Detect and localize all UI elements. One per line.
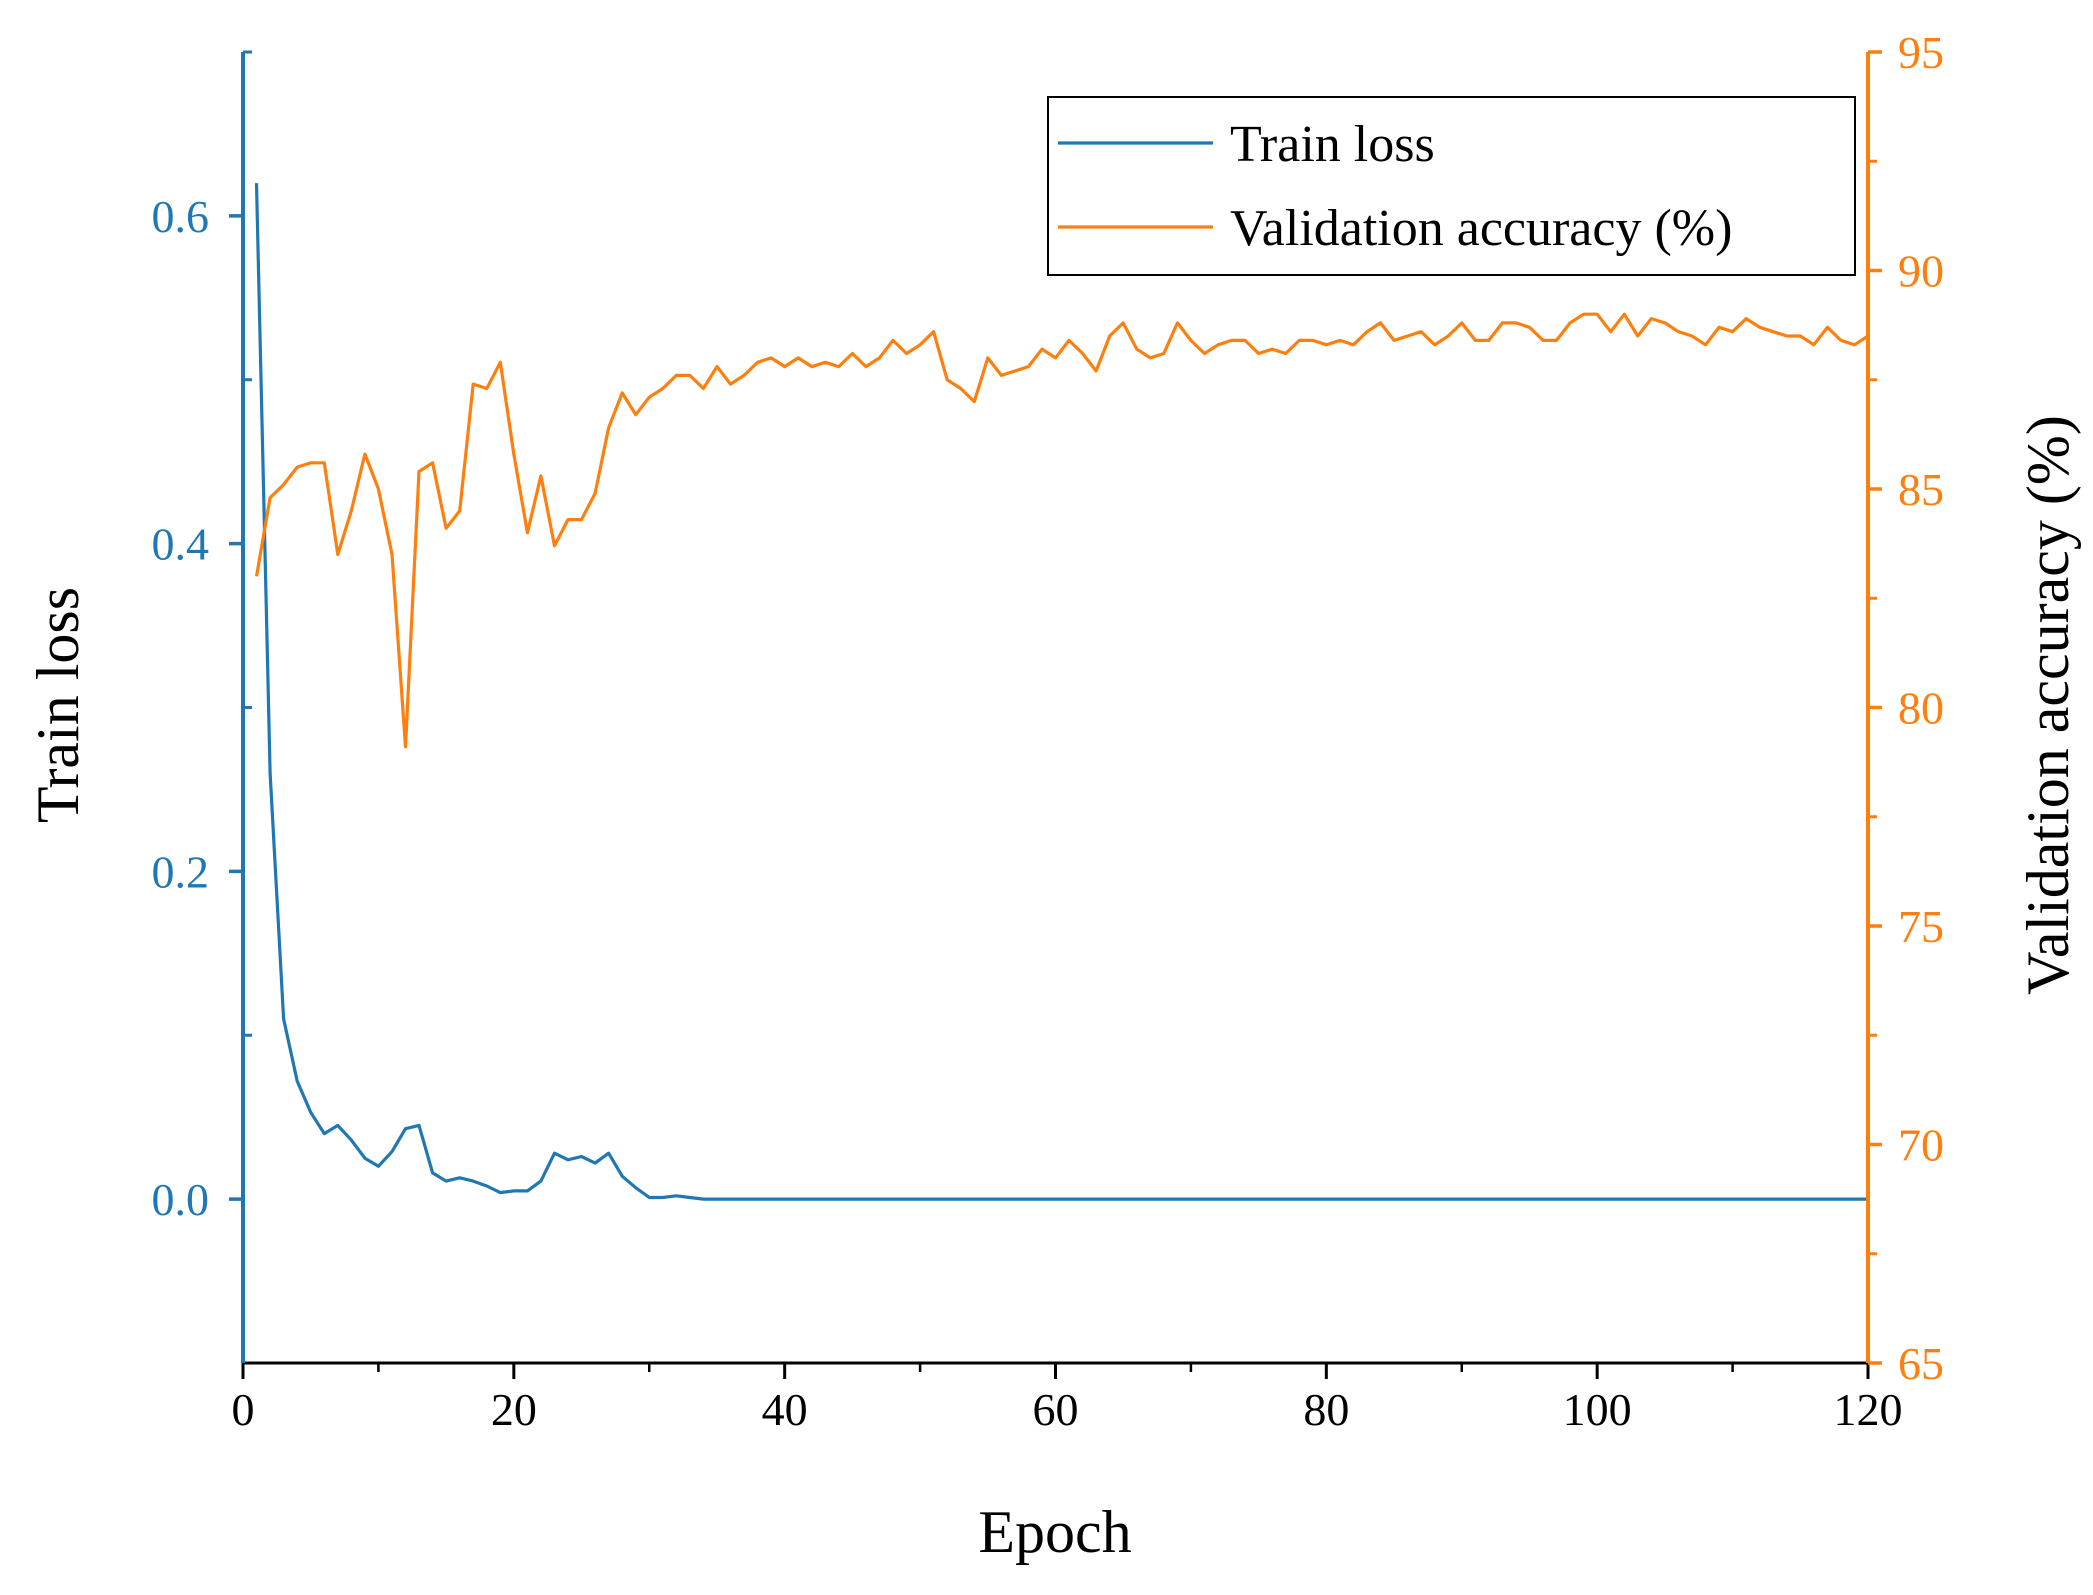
legend: Train loss Validation accuracy (%) <box>1047 96 1856 276</box>
left-tick-label: 0.0 <box>152 1174 210 1225</box>
right-axis-ticks: 65 70 75 80 85 90 95 <box>1868 27 1944 1389</box>
x-axis-ticks: 0 20 40 60 80 100 120 <box>232 1363 1903 1435</box>
legend-label-train-loss: Train loss <box>1230 116 1435 173</box>
left-axis-title: Train loss <box>25 587 91 823</box>
right-tick-label: 80 <box>1898 683 1944 734</box>
legend-label-validation-accuracy: Validation accuracy (%) <box>1230 200 1732 257</box>
x-tick-label: 20 <box>491 1384 537 1435</box>
right-tick-label: 85 <box>1898 464 1944 515</box>
x-tick-label: 40 <box>762 1384 808 1435</box>
right-tick-label: 95 <box>1898 27 1944 78</box>
x-tick-label: 0 <box>232 1384 255 1435</box>
validation-accuracy-line <box>254 312 1869 749</box>
train-loss-line <box>254 183 1868 1201</box>
left-axis-ticks: 0.0 0.2 0.4 0.6 <box>152 50 252 1365</box>
right-tick-label: 70 <box>1898 1120 1944 1171</box>
x-tick-label: 120 <box>1834 1384 1903 1435</box>
left-tick-label: 0.4 <box>152 519 210 570</box>
right-axis-title: Validation accuracy (%) <box>2015 415 2081 995</box>
right-tick-label: 65 <box>1898 1338 1944 1389</box>
x-tick-label: 100 <box>1563 1384 1632 1435</box>
x-tick-label: 60 <box>1033 1384 1079 1435</box>
x-tick-label: 80 <box>1303 1384 1349 1435</box>
right-tick-label: 75 <box>1898 901 1944 952</box>
right-tick-label: 90 <box>1898 246 1944 297</box>
legend-box <box>1047 96 1856 276</box>
left-tick-label: 0.2 <box>152 846 210 897</box>
left-tick-label: 0.6 <box>152 191 210 242</box>
x-axis-title: Epoch <box>978 1499 1131 1565</box>
